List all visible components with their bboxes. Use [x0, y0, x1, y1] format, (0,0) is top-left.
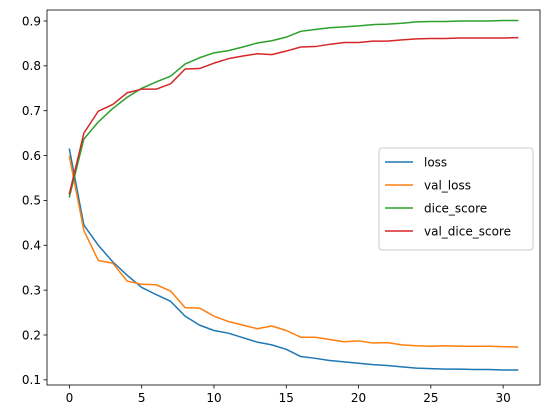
y-tick-label: 0.6 — [22, 149, 41, 163]
x-tick-label: 0 — [66, 391, 74, 405]
series-layer — [68, 19, 519, 371]
y-tick-label: 0.1 — [22, 373, 41, 387]
y-tick-label: 0.7 — [22, 104, 41, 118]
legend-label-dice-score: dice_score — [424, 201, 487, 215]
series-line-val-dice-score — [68, 36, 519, 195]
series-line-dice-score — [68, 19, 519, 198]
y-tick-label: 0.3 — [22, 283, 41, 297]
y-tick-label: 0.5 — [22, 194, 41, 208]
x-tick-label: 25 — [423, 391, 438, 405]
legend-label-loss: loss — [424, 155, 447, 169]
x-axis: 0 5 10 15 20 25 30 — [66, 385, 511, 405]
x-tick-label: 5 — [138, 391, 146, 405]
x-tick-label: 10 — [206, 391, 221, 405]
x-tick-label: 30 — [495, 391, 510, 405]
y-tick-label: 0.9 — [22, 14, 41, 28]
legend: loss val_loss dice_score val_dice_score — [378, 147, 534, 251]
series-line-loss — [68, 148, 519, 371]
legend-box — [378, 147, 534, 251]
y-tick-label: 0.8 — [22, 59, 41, 73]
legend-label-val-loss: val_loss — [424, 178, 471, 192]
y-tick-label: 0.4 — [22, 239, 41, 253]
legend-label-val-dice-score: val_dice_score — [424, 224, 511, 238]
x-tick-label: 20 — [351, 391, 366, 405]
plot-frame — [46, 9, 541, 386]
y-axis: 0.1 0.2 0.3 0.4 0.5 0.6 0.7 0.8 0.9 — [22, 14, 47, 387]
series-line-val-loss — [68, 155, 519, 348]
y-tick-label: 0.2 — [22, 328, 41, 342]
x-tick-label: 15 — [279, 391, 294, 405]
